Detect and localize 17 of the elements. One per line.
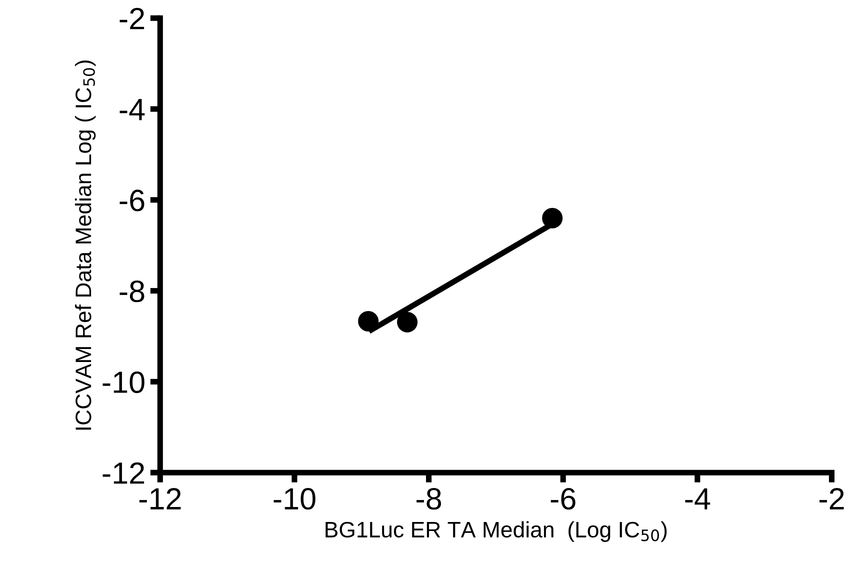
y-tick-label: -2 — [120, 8, 144, 30]
point — [397, 312, 418, 332]
x-tick-label: -4 — [685, 488, 710, 510]
y-tick-label: -6 — [120, 190, 144, 212]
y-tick-label: -12 — [102, 462, 144, 484]
x-tick-label: -8 — [416, 488, 442, 510]
x-axis-title: BG1Luc ER TA Median (Log IC$_{50}$) — [326, 521, 667, 542]
y-tick-label: -10 — [102, 371, 144, 394]
point — [542, 208, 563, 228]
x-tick-label: -6 — [550, 488, 576, 510]
x-tick-label: -12 — [139, 488, 181, 510]
x-tick-label: -2 — [820, 488, 844, 510]
x-tick-label: -10 — [274, 488, 316, 510]
point — [358, 310, 379, 332]
y-tick-label: -8 — [120, 280, 144, 302]
y-tick-label: -4 — [120, 99, 145, 120]
y-axis-title: ICCVAM Ref Data Median Log ( IC$_{50}$) — [74, 60, 96, 430]
